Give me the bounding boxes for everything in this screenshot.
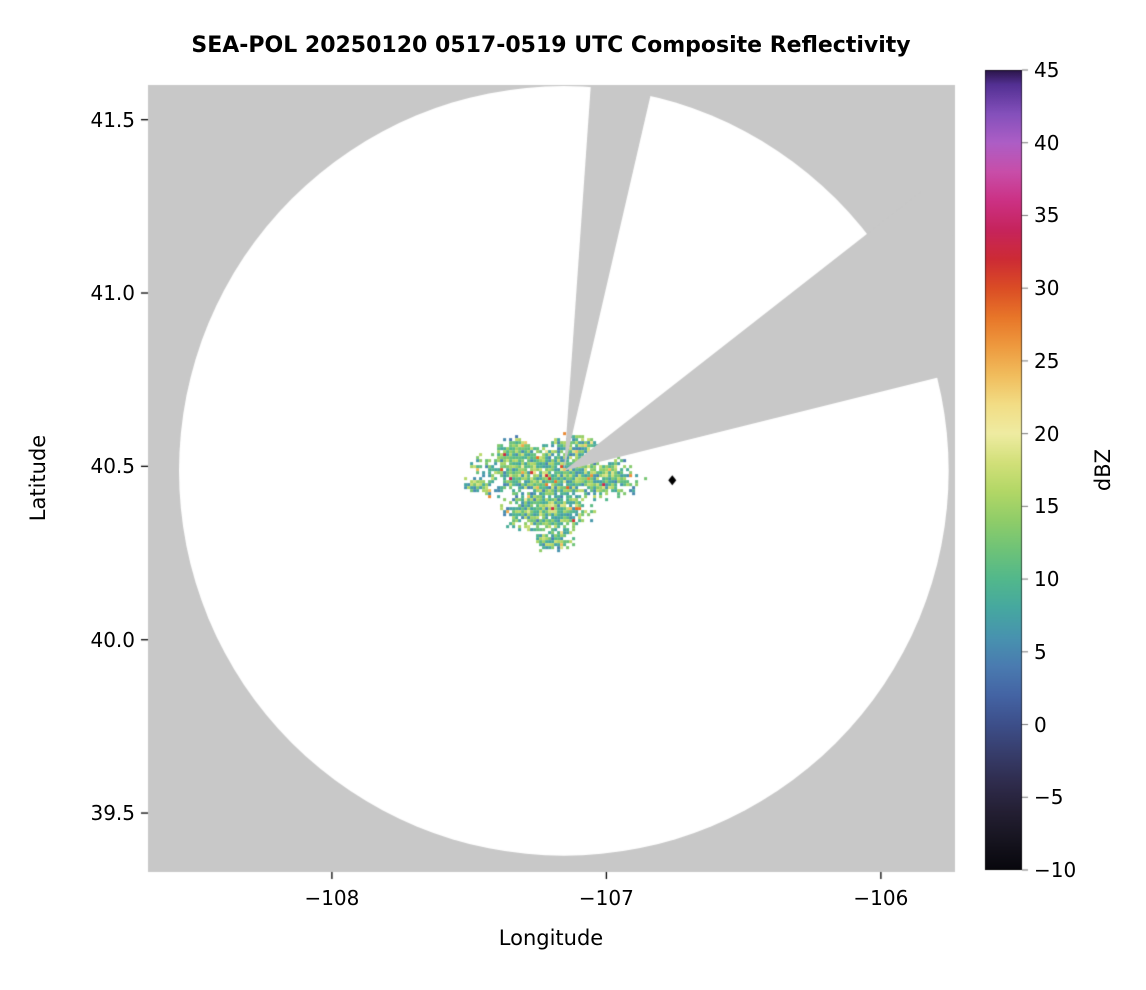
colorbar-label: dBZ [1091, 448, 1115, 492]
colorbar-tick-label: −10 [1034, 858, 1077, 882]
colorbar-tick-label: 5 [1034, 639, 1047, 664]
y-tick-label: 41.5 [90, 107, 135, 132]
colorbar-tick-label: 30 [1034, 276, 1060, 301]
x-tick-label: −107 [578, 886, 634, 910]
x-tick-label: −108 [304, 886, 360, 910]
y-tick-label: 41.0 [90, 281, 135, 306]
colorbar-tick-label: 0 [1034, 712, 1047, 737]
colorbar-tick-label: 40 [1034, 130, 1060, 155]
y-axis-label: Latitude [26, 434, 50, 522]
chart-title: SEA-POL 20250120 0517-0519 UTC Composite… [191, 33, 911, 58]
colorbar-tick-label: 15 [1034, 494, 1060, 519]
colorbar-tick-label: −5 [1034, 785, 1064, 810]
x-tick-label: −106 [853, 886, 909, 910]
colorbar-tick-label: 25 [1034, 348, 1060, 373]
y-tick-label: 40.5 [90, 454, 135, 479]
x-axis-label: Longitude [498, 926, 604, 950]
colorbar-tick-label: 10 [1034, 567, 1060, 592]
colorbar-tick-label: 45 [1034, 58, 1060, 82]
y-tick-label: 39.5 [90, 801, 135, 826]
y-tick-label: 40.0 [90, 627, 135, 652]
colorbar-tick-label: 35 [1034, 203, 1060, 228]
colorbar-tick-label: 20 [1034, 421, 1060, 446]
